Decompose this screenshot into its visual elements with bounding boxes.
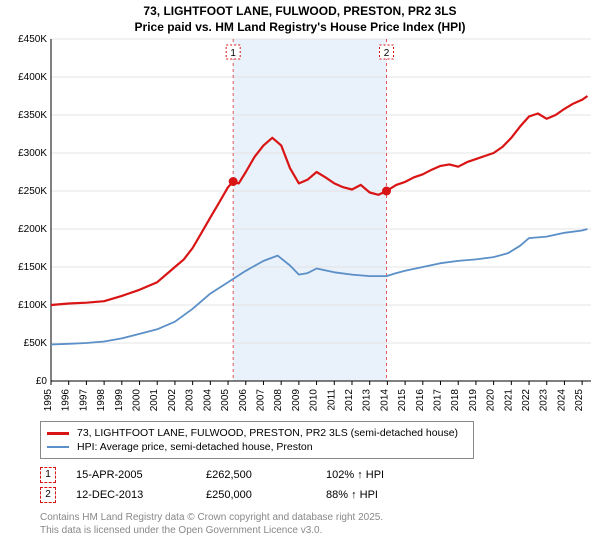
svg-text:2008: 2008	[273, 389, 284, 412]
chart-area: £0 £50K £100K £150K £200K £250K £300K £350K £400…	[5, 35, 595, 415]
svg-text:2003: 2003	[185, 389, 196, 412]
svg-text:1996: 1996	[61, 389, 72, 412]
svg-text:2018: 2018	[450, 389, 461, 412]
sale-pct-1: 102% ↑ HPI	[326, 469, 426, 481]
svg-text:2024: 2024	[556, 389, 567, 412]
legend-swatch-hpi	[47, 446, 69, 448]
legend: 73, LIGHTFOOT LANE, FULWOOD, PRESTON, PR…	[40, 421, 474, 459]
svg-text:2: 2	[384, 48, 390, 59]
svg-text:2009: 2009	[291, 389, 302, 412]
title-block: 73, LIGHTFOOT LANE, FULWOOD, PRESTON, PR…	[0, 0, 600, 35]
svg-text:2013: 2013	[362, 389, 373, 412]
svg-text:2006: 2006	[238, 389, 249, 412]
svg-text:2000: 2000	[132, 389, 143, 412]
svg-text:2016: 2016	[415, 389, 426, 412]
footer: Contains HM Land Registry data © Crown c…	[40, 511, 600, 537]
svg-text:1997: 1997	[78, 389, 89, 412]
svg-text:£300K: £300K	[18, 148, 47, 159]
svg-text:2010: 2010	[309, 389, 320, 412]
svg-text:2012: 2012	[344, 389, 355, 412]
svg-text:2023: 2023	[539, 389, 550, 412]
svg-text:£0: £0	[36, 376, 48, 387]
legend-swatch-property	[47, 432, 69, 435]
sale-pct-2: 88% ↑ HPI	[326, 489, 426, 501]
svg-text:2019: 2019	[468, 389, 479, 412]
legend-label-hpi: HPI: Average price, semi-detached house,…	[77, 441, 313, 453]
sale-price-1: £262,500	[206, 469, 326, 481]
sale-row-1: 1 15-APR-2005 £262,500 102% ↑ HPI	[40, 465, 600, 485]
svg-text:2014: 2014	[379, 389, 390, 412]
svg-text:1995: 1995	[43, 389, 54, 412]
svg-text:£150K: £150K	[18, 262, 47, 273]
svg-text:2025: 2025	[574, 389, 585, 412]
svg-text:2020: 2020	[486, 389, 497, 412]
svg-text:2001: 2001	[149, 389, 160, 412]
sale-badge-2: 2	[40, 487, 56, 503]
svg-text:2021: 2021	[503, 389, 514, 412]
sale-date-2: 12-DEC-2013	[76, 489, 206, 501]
chart-container: 73, LIGHTFOOT LANE, FULWOOD, PRESTON, PR…	[0, 0, 600, 560]
svg-text:2011: 2011	[326, 389, 337, 411]
footer-line-1: Contains HM Land Registry data © Crown c…	[40, 511, 600, 524]
legend-item-property: 73, LIGHTFOOT LANE, FULWOOD, PRESTON, PR…	[47, 426, 467, 440]
sale-price-2: £250,000	[206, 489, 326, 501]
sale-date-1: 15-APR-2005	[76, 469, 206, 481]
svg-text:1999: 1999	[114, 389, 125, 412]
svg-text:1: 1	[230, 48, 236, 59]
svg-text:2022: 2022	[521, 389, 532, 412]
legend-item-hpi: HPI: Average price, semi-detached house,…	[47, 440, 467, 454]
svg-text:2015: 2015	[397, 389, 408, 412]
sale-row-2: 2 12-DEC-2013 £250,000 88% ↑ HPI	[40, 485, 600, 505]
svg-text:£200K: £200K	[18, 224, 47, 235]
sales-table: 1 15-APR-2005 £262,500 102% ↑ HPI 2 12-D…	[40, 465, 600, 505]
svg-text:2017: 2017	[433, 389, 444, 412]
svg-text:2004: 2004	[202, 389, 213, 412]
sale-badge-1-num: 1	[45, 469, 51, 480]
svg-text:£250K: £250K	[18, 186, 47, 197]
sale-badge-2-num: 2	[45, 489, 51, 500]
svg-text:£100K: £100K	[18, 300, 47, 311]
svg-text:£50K: £50K	[24, 338, 48, 349]
footer-line-2: This data is licensed under the Open Gov…	[40, 524, 600, 537]
title-line-2: Price paid vs. HM Land Registry's House …	[0, 20, 600, 36]
svg-text:£350K: £350K	[18, 110, 47, 121]
svg-text:2005: 2005	[220, 389, 231, 412]
legend-label-property: 73, LIGHTFOOT LANE, FULWOOD, PRESTON, PR…	[77, 427, 458, 439]
svg-text:1998: 1998	[96, 389, 107, 412]
title-line-1: 73, LIGHTFOOT LANE, FULWOOD, PRESTON, PR…	[0, 4, 600, 20]
chart-svg: £0 £50K £100K £150K £200K £250K £300K £350K £400…	[5, 35, 595, 415]
svg-text:2007: 2007	[255, 389, 266, 412]
svg-text:£450K: £450K	[18, 35, 47, 45]
svg-text:2002: 2002	[167, 389, 178, 412]
sale-badge-1: 1	[40, 467, 56, 483]
svg-text:£400K: £400K	[18, 72, 47, 83]
